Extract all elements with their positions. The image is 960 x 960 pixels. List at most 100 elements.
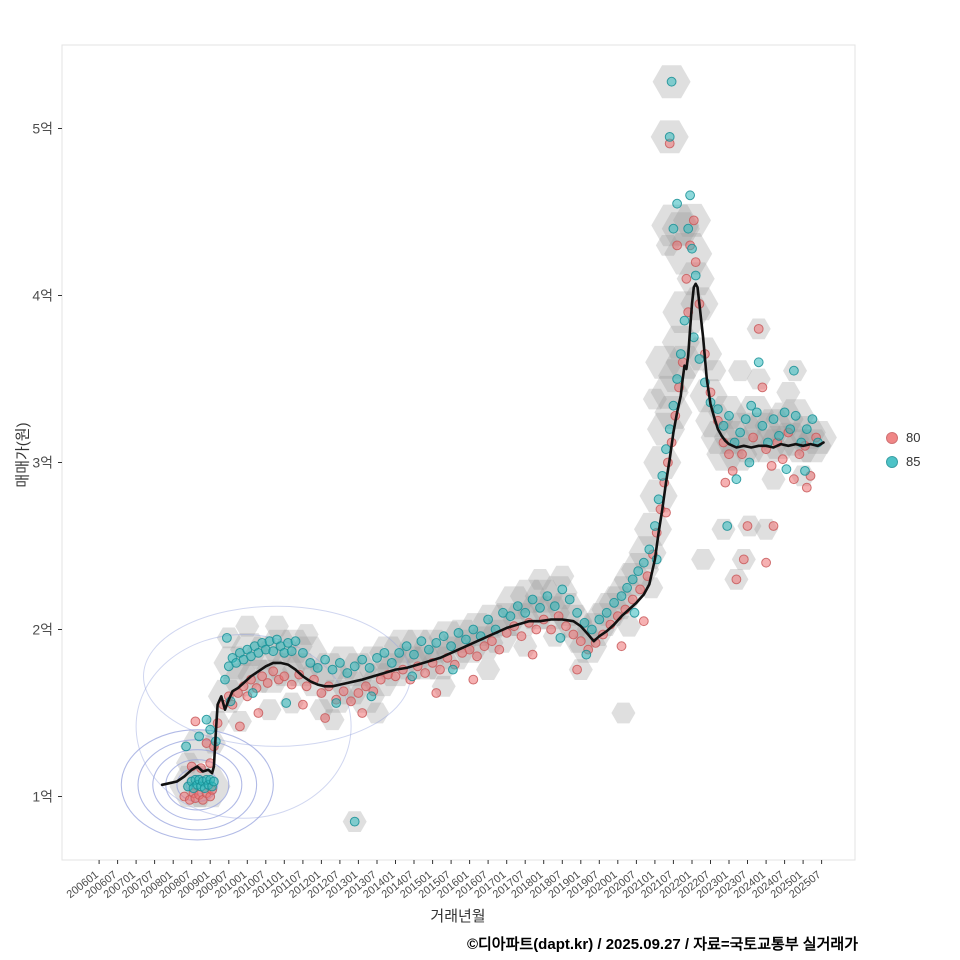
scatter-point-80 [353, 688, 364, 698]
hexbin-cell [222, 663, 261, 697]
scatter-point-80 [390, 671, 401, 682]
scatter-point-85 [557, 584, 568, 595]
scatter-point-85 [448, 664, 458, 675]
scatter-point-85 [627, 574, 638, 585]
scatter-point-80 [568, 629, 579, 640]
scatter-point-80 [753, 324, 764, 334]
hexbin-cell [365, 702, 389, 724]
hexbin-cell [235, 615, 260, 637]
hexbin-cell [691, 549, 716, 570]
scatter-point-85 [683, 223, 694, 234]
scatter-point-80 [757, 382, 768, 393]
hexbin-cell [642, 388, 667, 410]
hexbin-cell [264, 615, 289, 637]
scatter-point-80 [731, 574, 742, 585]
scatter-point-85 [672, 198, 682, 209]
scatter-point-80 [527, 649, 538, 660]
scatter-point-85 [609, 597, 619, 608]
hexbin-cell [476, 659, 501, 680]
density-contour [135, 634, 352, 819]
legend: 80 85 [886, 430, 920, 469]
scatter-point-80 [561, 621, 571, 632]
scatter-point-85 [800, 466, 810, 476]
scatter-point-80 [727, 466, 738, 476]
scatter-point-85 [774, 430, 784, 441]
scatter-point-80 [257, 671, 268, 682]
scatter-point-80 [346, 696, 356, 707]
trend-line [160, 282, 825, 787]
scatter-point-85 [222, 633, 232, 643]
hexbin-cell [398, 629, 437, 663]
scatter-point-85 [690, 270, 701, 281]
scatter-point-85 [349, 661, 360, 672]
scatter-point-80 [681, 273, 692, 284]
scatter-point-80 [298, 699, 308, 710]
scatter-point-80 [794, 449, 805, 460]
scatter-point-85 [527, 594, 538, 605]
scatter-point-85 [731, 474, 742, 485]
scatter-point-80 [638, 616, 649, 627]
scatter-point-85 [327, 664, 338, 675]
scatter-point-85 [483, 614, 494, 625]
scatter-point-80 [672, 240, 682, 251]
scatter-point-85 [461, 634, 471, 645]
scatter-point-85 [181, 741, 192, 752]
scatter-point-85 [209, 776, 219, 787]
scatter-point-85 [713, 404, 723, 415]
scatter-point-85 [453, 628, 464, 638]
scatter-point-85 [664, 132, 675, 142]
scatter-point-85 [653, 494, 664, 505]
scatter-point-85 [757, 420, 768, 431]
hexbin-cell [227, 711, 252, 732]
hexbin-cell [700, 421, 739, 454]
scatter-point-85 [687, 243, 697, 254]
scatter-point-85 [740, 414, 751, 425]
scatter-point-80 [627, 594, 638, 605]
scatter-point-85 [220, 674, 230, 685]
scatter-point-80 [357, 708, 368, 718]
scatter-point-85 [718, 420, 729, 431]
scatter-point-80 [748, 432, 758, 443]
scatter-point-80 [338, 686, 349, 697]
scatter-point-85 [205, 724, 216, 735]
scatter-point-80 [494, 644, 505, 655]
scatter-point-85 [431, 638, 442, 648]
scatter-point-85 [722, 521, 733, 531]
scatter-point-85 [594, 614, 605, 625]
density-contour [120, 729, 274, 841]
scatter-point-85 [581, 649, 592, 660]
scatter-point-85 [724, 410, 734, 421]
scatter-point-85 [679, 315, 690, 326]
scatter-point-80 [279, 671, 290, 682]
scatter-point-85 [424, 644, 434, 655]
hexbin-cell [180, 730, 219, 763]
scatter-point-85 [587, 624, 597, 635]
scatter-point-85 [512, 601, 523, 611]
y-tick-label: 3억 [32, 455, 53, 471]
scatter-point-80 [431, 688, 442, 698]
scatter-point-85 [629, 607, 640, 618]
scatter-point-80 [737, 449, 747, 460]
scatter-point-85 [616, 591, 627, 601]
scatter-point-85 [312, 663, 323, 673]
scatter-point-80 [801, 482, 812, 493]
scatter-point-85 [320, 654, 331, 665]
scatter-point-80 [777, 454, 788, 465]
scatter-point-80 [635, 584, 645, 595]
y-tick-label: 4억 [32, 288, 53, 304]
hexbin-cell [771, 422, 810, 456]
scatter-point-85 [668, 223, 679, 234]
scatter-point-80 [616, 641, 627, 652]
scatter-point-85 [401, 641, 412, 652]
hexbin-cell [655, 235, 680, 256]
scatter-point-85 [247, 688, 258, 698]
scatter-point-85 [379, 648, 390, 658]
legend-swatch-85-icon [886, 455, 898, 468]
scatter-point-85 [407, 671, 418, 682]
scatter-point-85 [579, 617, 590, 628]
scatter-point-85 [744, 457, 755, 468]
hexbin-cell [617, 615, 641, 637]
hexbin-cell [528, 569, 552, 590]
